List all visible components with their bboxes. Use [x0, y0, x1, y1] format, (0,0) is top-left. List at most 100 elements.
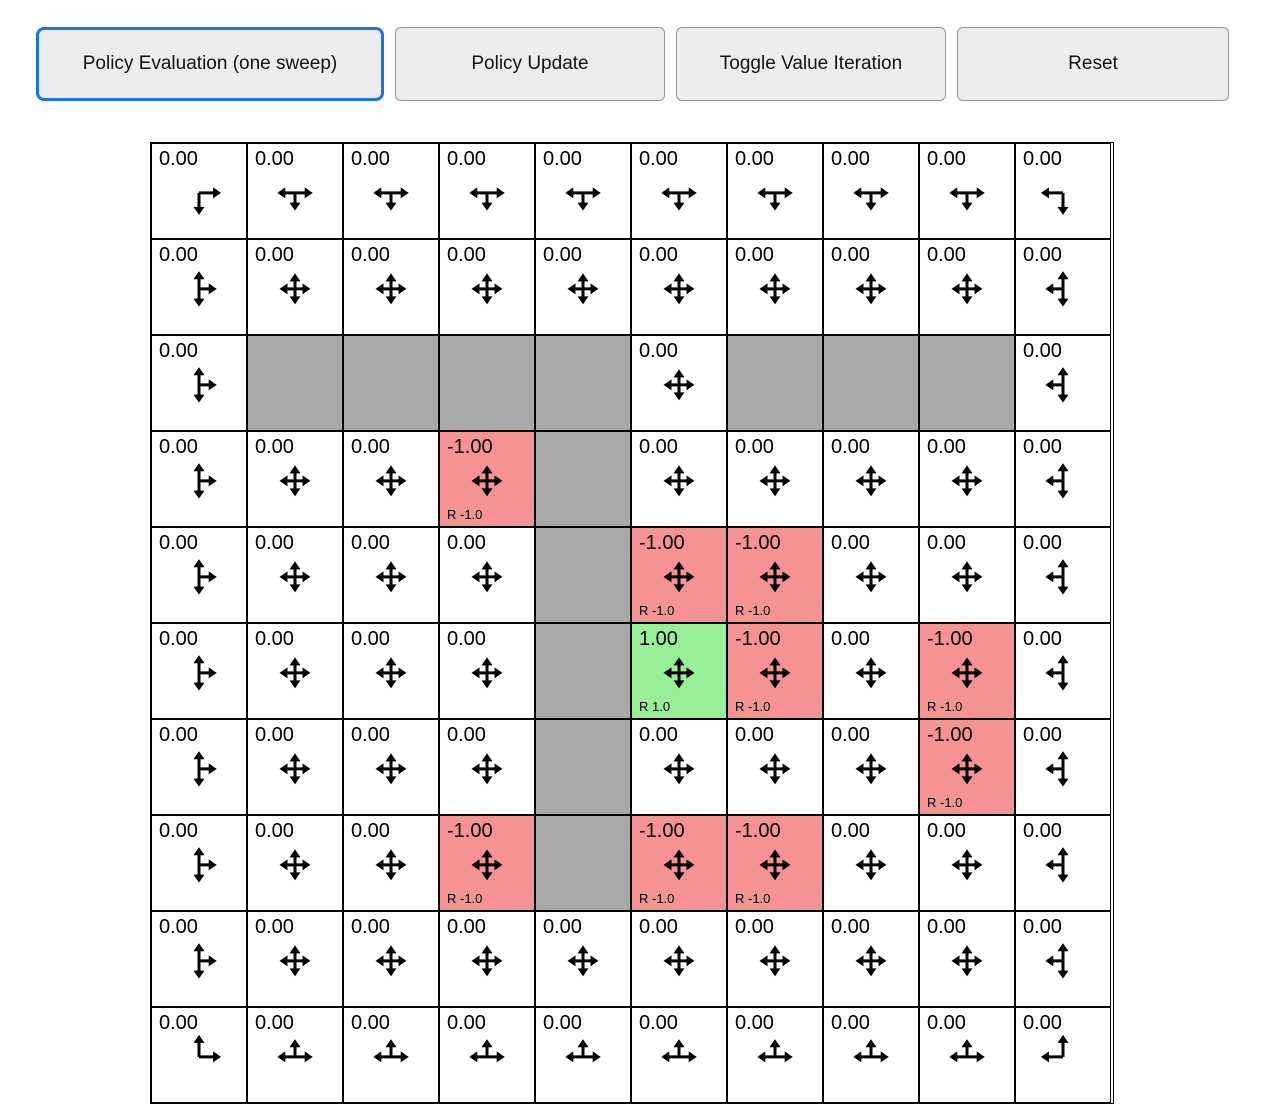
- cell-value: 0.00: [831, 820, 870, 842]
- grid-cell[interactable]: -1.00 R -1.0: [439, 815, 535, 911]
- grid-cell[interactable]: 0.00: [247, 623, 343, 719]
- grid-cell[interactable]: 0.00: [823, 431, 919, 527]
- policy-update-button[interactable]: Policy Update: [395, 27, 665, 101]
- grid-cell[interactable]: 0.00: [247, 431, 343, 527]
- grid-cell[interactable]: 0.00: [151, 911, 247, 1007]
- grid-cell[interactable]: -1.00 R -1.0: [439, 431, 535, 527]
- cell-value: 0.00: [1023, 1012, 1062, 1034]
- grid-cell[interactable]: 0.00: [1015, 815, 1111, 911]
- grid-cell[interactable]: 0.00: [823, 911, 919, 1007]
- grid-cell[interactable]: 0.00: [439, 143, 535, 239]
- grid-cell[interactable]: 0.00: [1015, 431, 1111, 527]
- grid-cell[interactable]: 0.00: [823, 719, 919, 815]
- grid-cell[interactable]: 0.00: [247, 239, 343, 335]
- grid-cell[interactable]: 0.00: [631, 719, 727, 815]
- grid-cell[interactable]: -1.00 R -1.0: [727, 527, 823, 623]
- grid-cell[interactable]: 0.00: [727, 911, 823, 1007]
- grid-cell[interactable]: 0.00: [823, 1007, 919, 1103]
- grid-cell[interactable]: 0.00: [919, 1007, 1015, 1103]
- grid-cell[interactable]: 0.00: [823, 239, 919, 335]
- grid-cell[interactable]: 0.00: [151, 335, 247, 431]
- grid-cell[interactable]: -1.00 R -1.0: [727, 815, 823, 911]
- grid-cell[interactable]: 0.00: [919, 143, 1015, 239]
- grid-cell[interactable]: 0.00: [919, 815, 1015, 911]
- toggle-value-iteration-button[interactable]: Toggle Value Iteration: [676, 27, 946, 101]
- policy-arrows-icon: [375, 945, 407, 977]
- grid-cell[interactable]: 0.00: [439, 239, 535, 335]
- grid-cell[interactable]: 0.00: [1015, 335, 1111, 431]
- grid-cell[interactable]: 0.00: [1015, 239, 1111, 335]
- grid-cell[interactable]: 0.00: [343, 719, 439, 815]
- grid-cell[interactable]: 0.00: [823, 815, 919, 911]
- grid-cell[interactable]: -1.00 R -1.0: [919, 719, 1015, 815]
- grid-cell[interactable]: 0.00: [343, 911, 439, 1007]
- grid-cell[interactable]: 0.00: [631, 911, 727, 1007]
- grid-cell[interactable]: 0.00: [535, 1007, 631, 1103]
- grid-cell[interactable]: 0.00: [343, 527, 439, 623]
- grid-cell[interactable]: 0.00: [631, 239, 727, 335]
- grid-cell[interactable]: 0.00: [727, 143, 823, 239]
- grid-cell[interactable]: -1.00 R -1.0: [919, 623, 1015, 719]
- grid-cell[interactable]: 0.00: [631, 143, 727, 239]
- grid-cell[interactable]: 0.00: [439, 623, 535, 719]
- grid-cell[interactable]: 0.00: [823, 527, 919, 623]
- policy-evaluation-button[interactable]: Policy Evaluation (one sweep): [36, 27, 384, 101]
- grid-cell[interactable]: 0.00: [631, 335, 727, 431]
- grid-cell[interactable]: 0.00: [823, 143, 919, 239]
- grid-cell[interactable]: 0.00: [343, 431, 439, 527]
- cell-value: -1.00: [735, 628, 781, 650]
- grid-cell[interactable]: 0.00: [535, 239, 631, 335]
- grid-cell[interactable]: 0.00: [1015, 623, 1111, 719]
- grid-cell[interactable]: 0.00: [823, 623, 919, 719]
- grid-cell[interactable]: 0.00: [151, 623, 247, 719]
- grid-cell[interactable]: -1.00 R -1.0: [727, 623, 823, 719]
- grid-cell[interactable]: 0.00: [535, 143, 631, 239]
- grid-cell[interactable]: 0.00: [1015, 719, 1111, 815]
- grid-cell[interactable]: 1.00 R 1.0: [631, 623, 727, 719]
- grid-cell[interactable]: -1.00 R -1.0: [631, 815, 727, 911]
- grid-cell[interactable]: 0.00: [439, 1007, 535, 1103]
- grid-cell[interactable]: 0.00: [151, 239, 247, 335]
- policy-arrows-icon: [565, 1039, 601, 1063]
- grid-cell[interactable]: 0.00: [439, 911, 535, 1007]
- grid-cell[interactable]: 0.00: [1015, 1007, 1111, 1103]
- grid-cell[interactable]: 0.00: [727, 431, 823, 527]
- grid-cell[interactable]: 0.00: [247, 719, 343, 815]
- grid-cell[interactable]: 0.00: [247, 911, 343, 1007]
- grid-cell[interactable]: 0.00: [727, 239, 823, 335]
- grid-cell[interactable]: 0.00: [151, 527, 247, 623]
- grid-cell[interactable]: 0.00: [1015, 143, 1111, 239]
- grid-cell[interactable]: 0.00: [1015, 527, 1111, 623]
- grid-cell[interactable]: 0.00: [151, 815, 247, 911]
- reset-button[interactable]: Reset: [957, 27, 1229, 101]
- policy-arrows-icon: [1045, 367, 1069, 403]
- grid-cell[interactable]: 0.00: [247, 1007, 343, 1103]
- grid-cell[interactable]: 0.00: [1015, 911, 1111, 1007]
- grid-cell[interactable]: 0.00: [247, 143, 343, 239]
- grid-cell[interactable]: 0.00: [151, 1007, 247, 1103]
- grid-cell[interactable]: 0.00: [151, 431, 247, 527]
- grid-cell[interactable]: 0.00: [247, 815, 343, 911]
- grid-cell[interactable]: 0.00: [439, 719, 535, 815]
- grid-cell[interactable]: 0.00: [343, 239, 439, 335]
- grid-cell[interactable]: 0.00: [919, 239, 1015, 335]
- grid-cell[interactable]: 0.00: [343, 143, 439, 239]
- grid-cell[interactable]: 0.00: [919, 431, 1015, 527]
- grid-cell[interactable]: 0.00: [439, 527, 535, 623]
- grid-cell[interactable]: 0.00: [343, 623, 439, 719]
- grid-cell[interactable]: 0.00: [631, 431, 727, 527]
- grid-cell[interactable]: 0.00: [343, 815, 439, 911]
- grid-cell[interactable]: 0.00: [631, 1007, 727, 1103]
- grid-cell[interactable]: 0.00: [247, 527, 343, 623]
- cell-value: 0.00: [1023, 148, 1062, 170]
- cell-value: 0.00: [255, 436, 294, 458]
- grid-cell[interactable]: 0.00: [151, 719, 247, 815]
- grid-cell[interactable]: 0.00: [919, 911, 1015, 1007]
- grid-cell[interactable]: 0.00: [727, 1007, 823, 1103]
- grid-cell[interactable]: 0.00: [919, 527, 1015, 623]
- grid-cell[interactable]: 0.00: [151, 143, 247, 239]
- grid-cell[interactable]: -1.00 R -1.0: [631, 527, 727, 623]
- grid-cell[interactable]: 0.00: [535, 911, 631, 1007]
- grid-cell[interactable]: 0.00: [343, 1007, 439, 1103]
- grid-cell[interactable]: 0.00: [727, 719, 823, 815]
